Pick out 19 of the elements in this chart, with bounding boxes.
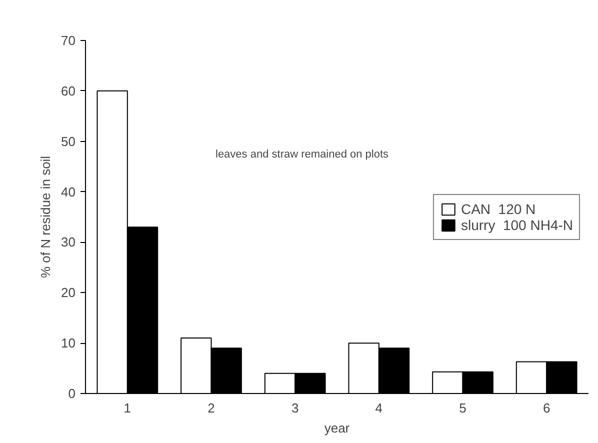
x-axis-title: year	[324, 420, 350, 436]
x-tick-label: 5	[459, 400, 466, 416]
x-tick-label: 3	[291, 400, 299, 416]
y-tick-label: 50	[61, 134, 76, 149]
y-tick-label: 60	[61, 83, 76, 98]
legend-label: CAN 120 N	[460, 200, 536, 216]
x-tick-label: 1	[124, 400, 132, 416]
y-tick-label: 10	[61, 336, 76, 351]
y-tick-label: 20	[61, 285, 76, 300]
annotation: leaves and straw remained on plots	[216, 148, 390, 160]
y-axis-title: % of N residue in soil	[38, 156, 54, 278]
x-tick-label: 2	[208, 400, 215, 416]
y-tick-label: 0	[68, 386, 76, 401]
x-tick-label: 4	[375, 400, 383, 416]
y-tick-label: 40	[61, 184, 76, 200]
legend-label: slurry 100 NH4-N	[460, 216, 573, 232]
x-tick-label: 6	[542, 400, 550, 416]
y-tick-label: 70	[61, 33, 76, 48]
y-tick-label: 30	[61, 234, 76, 250]
